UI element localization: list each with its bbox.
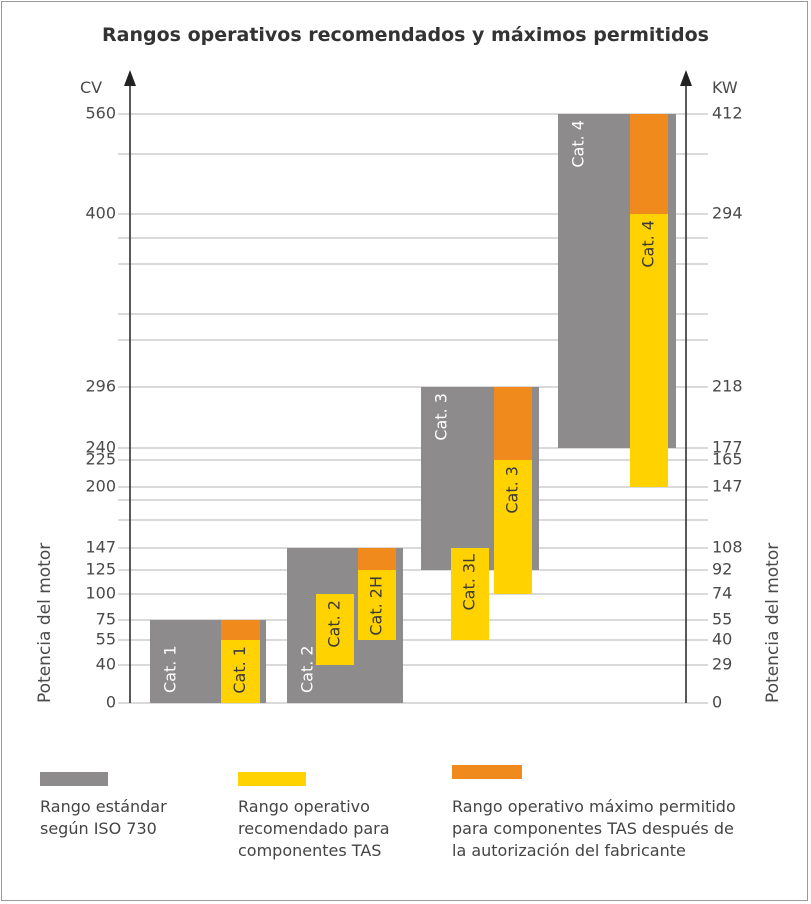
left-tick-label: 100 (85, 584, 116, 603)
right-tick-label: 147 (712, 477, 743, 496)
bar-label-cat-4: Cat. 4 (639, 220, 658, 268)
left-tick-label: 400 (85, 204, 116, 223)
right-tick-label: 29 (712, 655, 732, 674)
bar-cat-1-recommended (221, 640, 260, 703)
right-axis-unit: KW (712, 78, 738, 97)
left-tick-label: 225 (85, 450, 116, 469)
bar-label-cat-1: Cat. 1 (230, 646, 249, 694)
legend-text-recommended: Rango operativo recomendado para compone… (238, 797, 390, 860)
bar-label-cat-2: Cat. 2 (298, 645, 317, 693)
left-tick-label: 0 (106, 693, 116, 712)
left-axis-arrow (124, 70, 136, 86)
legend-swatch-recommended (238, 772, 306, 786)
right-axis-label: Potencia del motor (763, 543, 783, 703)
tick-labels-group: CV KW560400296240225200147125100755540041… (35, 78, 783, 712)
bar-cat-1-maximum (221, 620, 260, 640)
right-axis-arrow (680, 70, 692, 86)
right-tick-label: 0 (712, 693, 722, 712)
right-tick-label: 412 (712, 104, 743, 123)
bar-label-cat-4: Cat. 4 (569, 120, 588, 168)
left-tick-label: 147 (85, 538, 116, 557)
left-tick-label: 296 (85, 377, 116, 396)
bar-cat-2-recommended (316, 594, 354, 665)
bar-cat-3-maximum (494, 387, 532, 460)
bar-cat-2h-maximum (358, 548, 396, 570)
bar-cat-2h-recommended (358, 570, 396, 640)
bar-label-cat-3: Cat. 3 (432, 393, 451, 441)
right-tick-label: 40 (712, 630, 732, 649)
right-tick-label: 294 (712, 204, 743, 223)
bar-label-cat-3l: Cat. 3L (460, 554, 479, 611)
left-axis-unit: CV (80, 78, 102, 97)
chart-title: Rangos operativos recomendados y máximos… (102, 24, 709, 46)
right-tick-label: 177 (712, 438, 743, 457)
left-tick-label: 55 (96, 630, 116, 649)
axes-group (124, 70, 692, 703)
bar-label-cat-2: Cat. 2 (325, 600, 344, 648)
bar-cat-4-recommended (630, 214, 668, 487)
legend-swatch-standard (40, 772, 108, 786)
bars-group: Cat. 1 Cat. 1 Cat. 2 Cat. 2 Cat. 2H Cat. 3 Cat… (150, 114, 676, 703)
left-axis-label: Potencia del motor (35, 543, 55, 703)
right-tick-label: 165 (712, 450, 743, 469)
left-tick-label: 240 (85, 438, 116, 457)
left-tick-label: 75 (96, 610, 116, 629)
right-tick-label: 74 (712, 584, 732, 603)
left-tick-label: 200 (85, 477, 116, 496)
left-tick-label: 40 (96, 655, 116, 674)
right-tick-label: 92 (712, 560, 732, 579)
bar-cat-4-maximum (630, 114, 668, 214)
legend-swatch-maximum (452, 765, 522, 779)
right-tick-label: 55 (712, 610, 732, 629)
left-tick-label: 125 (85, 560, 116, 579)
right-tick-label: 108 (712, 538, 743, 557)
right-tick-label: 218 (712, 377, 743, 396)
bar-label-cat-2h: Cat. 2H (367, 576, 386, 636)
bar-cat-3-recommended (494, 460, 532, 594)
bar-label-cat-3: Cat. 3 (503, 466, 522, 514)
legend-text-standard: Rango estándar según ISO 730 (40, 797, 167, 838)
bar-cat-3l-recommended (451, 548, 489, 640)
legend-text-maximum: Rango operativo máximo permitido para co… (452, 797, 736, 860)
grid-lines (118, 113, 708, 704)
bar-label-cat-1: Cat. 1 (161, 645, 180, 693)
left-tick-label: 560 (85, 104, 116, 123)
